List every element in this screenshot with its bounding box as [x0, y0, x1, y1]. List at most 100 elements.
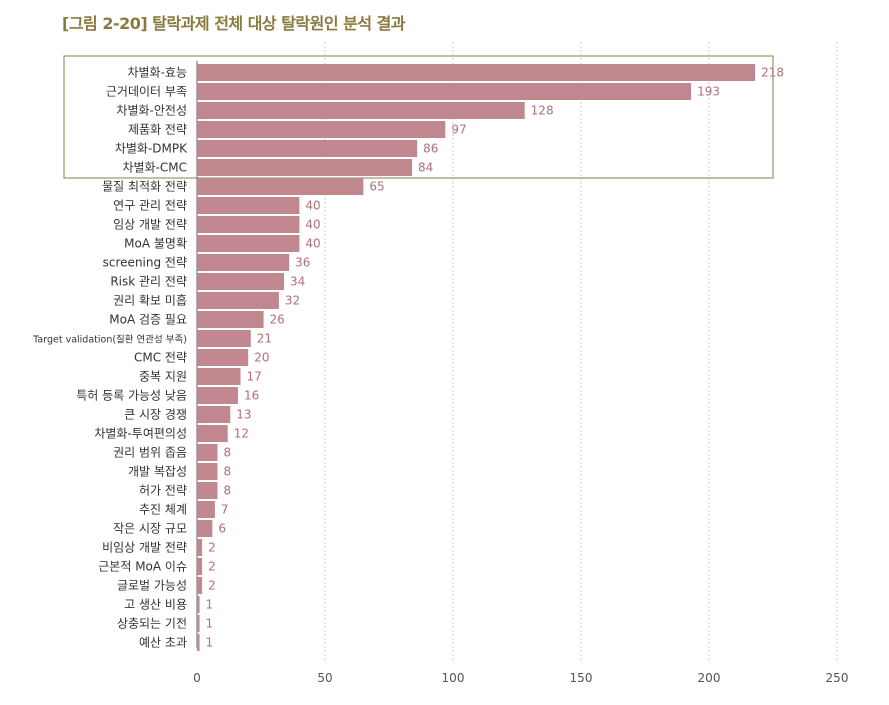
bar: [197, 596, 200, 613]
value-label: 65: [369, 180, 384, 194]
bar: [197, 292, 279, 309]
category-label: 근거데이터 부족: [106, 85, 187, 99]
category-label: 권리 확보 미흡: [113, 294, 187, 308]
bar: [197, 634, 200, 651]
category-label: CMC 전략: [134, 351, 187, 365]
category-label: 예산 초과: [139, 636, 187, 650]
value-label: 193: [697, 85, 720, 99]
bar: [197, 463, 218, 480]
grid-lines: [324, 42, 838, 662]
bar: [197, 520, 213, 537]
x-axis-ticks: 0 50 100 150 200 250: [193, 671, 848, 685]
category-label: 상충되는 기전: [117, 617, 187, 631]
value-label: 128: [531, 104, 554, 118]
category-label: 차별화-효능: [127, 66, 187, 80]
category-label: MoA 검증 필요: [109, 313, 187, 327]
value-label: 34: [290, 275, 305, 289]
category-label: 권리 범위 좁음: [113, 446, 187, 460]
category-label: 작은 시장 규모: [113, 522, 187, 536]
value-label: 16: [244, 389, 259, 403]
category-label: 특허 등록 가능성 낮음: [76, 389, 187, 403]
value-label: 8: [223, 465, 231, 479]
x-tick-label: 250: [826, 671, 849, 685]
category-label: 비임상 개발 전략: [102, 541, 187, 555]
bar: [197, 273, 285, 290]
category-label: screening 전략: [103, 256, 187, 270]
bar: [197, 121, 446, 138]
category-label: 큰 시장 경쟁: [124, 408, 187, 422]
value-label: 40: [305, 218, 320, 232]
value-label: 97: [451, 123, 466, 137]
value-label: 7: [221, 503, 229, 517]
bar: [197, 197, 300, 214]
bar: [197, 482, 218, 499]
value-label: 6: [218, 522, 226, 536]
category-label: 물질 최적화 전략: [102, 180, 187, 194]
value-label: 2: [208, 579, 216, 593]
category-label: 차별화-안전성: [116, 104, 187, 118]
bar: [197, 368, 241, 385]
value-label: 84: [418, 161, 433, 175]
bar: [197, 406, 231, 423]
value-label: 1: [206, 617, 214, 631]
category-label: 차별화-DMPK: [115, 142, 188, 156]
bar: [197, 178, 364, 195]
bar: [197, 615, 200, 632]
bar: [197, 330, 251, 347]
page-title: [그림 2-20] 탈락과제 전체 대상 탈락원인 분석 결과: [62, 14, 406, 33]
x-tick-label: 200: [698, 671, 721, 685]
bar: [197, 216, 300, 233]
category-label: 제품화 전략: [128, 123, 187, 137]
value-label: 40: [305, 237, 320, 251]
category-label: MoA 불명확: [124, 237, 187, 251]
value-label: 26: [270, 313, 285, 327]
category-label: 추진 체계: [139, 503, 187, 517]
bar: [197, 387, 238, 404]
category-label: 임상 개발 전략: [113, 218, 187, 232]
value-labels: 2181931289786846540404036343226212017161…: [206, 66, 784, 650]
x-tick-label: 50: [317, 671, 332, 685]
value-label: 40: [305, 199, 320, 213]
bar: [197, 558, 203, 575]
bar: [197, 539, 203, 556]
bar: [197, 425, 228, 442]
bar: [197, 83, 692, 100]
category-label: 허가 전략: [139, 484, 187, 498]
category-label: Risk 관리 전략: [110, 275, 187, 289]
value-label: 86: [423, 142, 438, 156]
category-label: 글로벌 가능성: [117, 579, 187, 593]
category-label: 차별화-CMC: [122, 161, 187, 175]
value-label: 1: [206, 636, 214, 650]
value-label: 2: [208, 541, 216, 555]
bar: [197, 102, 525, 119]
bar: [197, 64, 756, 81]
bars: [197, 64, 756, 651]
category-label: 개발 복잡성: [128, 465, 187, 479]
value-label: 8: [223, 446, 231, 460]
category-label: 연구 관리 전략: [113, 199, 187, 213]
value-label: 218: [761, 66, 784, 80]
bar: [197, 159, 413, 176]
category-label: 차별화-투여편의성: [94, 427, 187, 441]
highlight-box: [63, 55, 774, 179]
value-label: 13: [236, 408, 251, 422]
value-label: 17: [247, 370, 262, 384]
bar: [197, 349, 249, 366]
bar: [197, 235, 300, 252]
bar: [197, 501, 215, 518]
bar: [197, 444, 218, 461]
category-label: Target validation(질환 연관성 부족): [32, 334, 187, 346]
category-label: 중복 지원: [139, 370, 187, 384]
value-label: 2: [208, 560, 216, 574]
value-label: 32: [285, 294, 300, 308]
value-label: 8: [223, 484, 231, 498]
category-label: 근본적 MoA 이슈: [98, 560, 187, 574]
x-tick-label: 0: [193, 671, 201, 685]
value-label: 20: [254, 351, 269, 365]
value-label: 36: [295, 256, 310, 270]
bar: [197, 254, 290, 271]
bar: [197, 577, 203, 594]
value-label: 12: [234, 427, 249, 441]
